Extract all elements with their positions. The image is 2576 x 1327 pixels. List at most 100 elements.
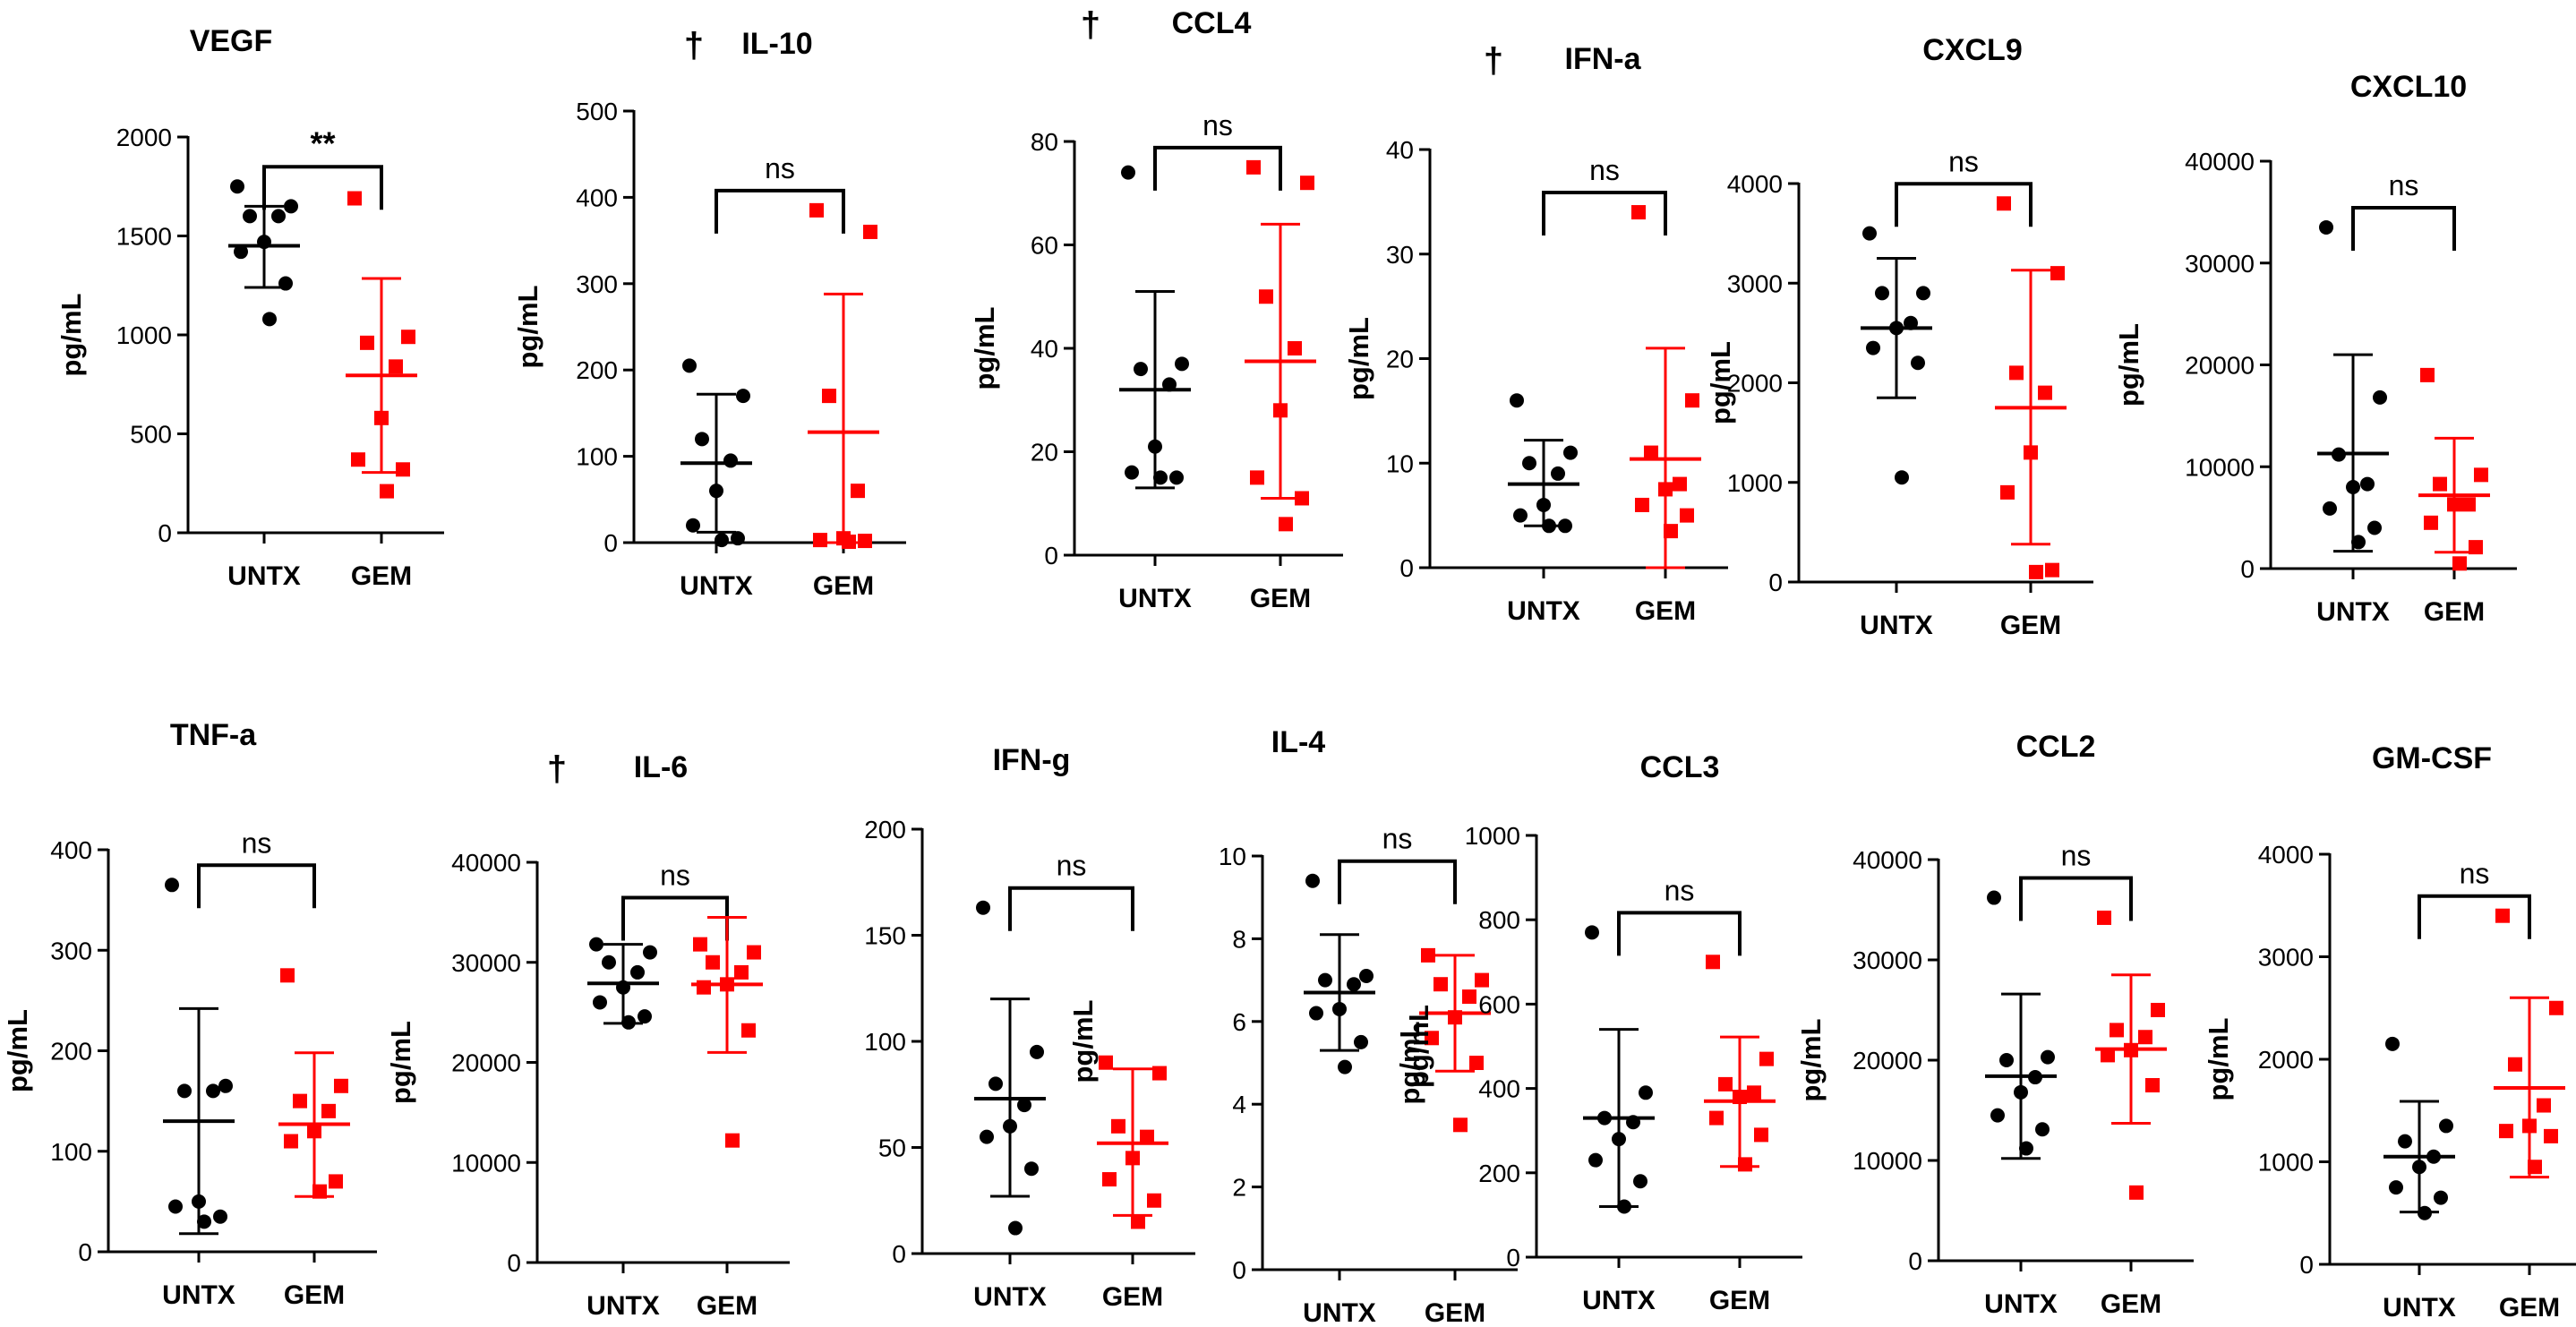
data-point-untx [1153, 470, 1168, 485]
data-point-gem [706, 955, 720, 970]
data-point-untx [1522, 456, 1536, 471]
significance-label: ns [1665, 874, 1695, 906]
significance-bracket [1542, 191, 1667, 236]
data-point-gem [697, 980, 711, 995]
data-point-gem [1279, 517, 1293, 532]
y-tick-label: 0 [1768, 569, 1783, 596]
data-point-gem [1709, 1110, 1724, 1126]
x-tick-label: UNTX [1984, 1289, 2058, 1319]
data-point-gem [2009, 365, 2024, 381]
data-point-untx [686, 518, 700, 533]
chart-panel-ccl4: CCL4 † 0 20 40 60 80 UNTX GEM pg/mL ns [969, 5, 1343, 613]
data-point-untx [602, 955, 616, 970]
y-axis-label: pg/mL [1795, 1019, 1827, 1102]
data-point-untx [1024, 1161, 1039, 1177]
data-point-untx [1536, 497, 1551, 512]
x-tick-label: GEM [2424, 597, 2485, 627]
data-point-untx [2389, 1180, 2403, 1195]
data-point-gem [1658, 482, 1673, 497]
chart-title: CXCL9 [1922, 33, 2022, 67]
series-gem [1245, 159, 1316, 532]
data-point-untx [1338, 1059, 1352, 1074]
data-point-untx [1916, 286, 1930, 301]
chart-panel-il-10: IL-10 † 0 100 200 300 400 500 UNTX GEM pg/mL ns [512, 26, 906, 601]
data-point-gem [2420, 367, 2435, 382]
data-point-gem [1259, 289, 1273, 304]
data-point-untx [165, 878, 179, 893]
y-axis-label: pg/mL [385, 1021, 416, 1104]
data-point-gem [2129, 1185, 2144, 1200]
data-point-untx [2035, 1122, 2050, 1137]
y-tick-label: 40000 [2185, 148, 2255, 176]
y-tick-label: 10000 [2185, 453, 2255, 481]
x-tick-label: GEM [1709, 1286, 1770, 1315]
data-point-gem [2024, 445, 2038, 460]
data-point-untx [1551, 466, 1565, 481]
data-point-untx [2398, 1134, 2412, 1149]
data-point-untx [1354, 1034, 1368, 1049]
y-tick-label: 4000 [1727, 170, 1783, 198]
data-point-untx [1162, 377, 1177, 392]
x-tick-label: UNTX [586, 1291, 660, 1321]
significance-bracket [1008, 886, 1134, 931]
chart-panel-gm-csf: GM-CSF 0 1000 2000 3000 4000 UNTX GEM pg/mL ns [2203, 741, 2576, 1323]
data-point-gem [822, 389, 836, 404]
data-point-untx [2412, 1160, 2426, 1175]
data-point-untx [1895, 470, 1909, 485]
data-point-untx [213, 1209, 227, 1224]
data-point-gem [725, 1133, 740, 1148]
data-point-untx [2028, 1070, 2042, 1085]
y-tick-label: 10 [1386, 449, 1414, 477]
x-tick-label: UNTX [162, 1280, 235, 1310]
data-point-untx [2019, 1141, 2033, 1156]
x-tick-label: GEM [351, 561, 412, 591]
data-point-gem [1997, 196, 2011, 211]
y-axis-label: pg/mL [512, 286, 543, 369]
data-point-gem [2050, 266, 2065, 281]
data-point-untx [218, 1078, 233, 1093]
data-point-untx [988, 1076, 1003, 1092]
data-point-gem [851, 484, 865, 499]
y-tick-label: 30000 [2185, 250, 2255, 278]
x-tick-label: UNTX [2383, 1293, 2456, 1323]
data-point-gem [2145, 1078, 2160, 1092]
x-tick-label: GEM [813, 571, 874, 601]
data-point-gem [1475, 972, 1489, 988]
y-tick-label: 0 [603, 529, 618, 557]
significance-bracket [1895, 182, 2033, 227]
chart-panel-il-4: IL-4 0 2 4 6 8 10 UNTX GEM pg/mL ns [1219, 725, 1518, 1327]
data-point-gem [1733, 1090, 1747, 1105]
chart-title: VEGF [190, 24, 273, 58]
data-point-untx [1585, 925, 1599, 940]
series-untx [228, 179, 300, 327]
data-point-untx [1639, 1085, 1653, 1100]
data-point-untx [1597, 1110, 1612, 1126]
y-tick-label: 300 [576, 270, 618, 298]
data-point-untx [1332, 1001, 1347, 1016]
data-point-gem [1147, 1193, 1161, 1208]
chart-panel-ifn-a: IFN-a † 0 10 20 30 40 UNTX GEM pg/mL ns [1343, 41, 1728, 626]
data-point-untx [278, 276, 293, 291]
x-tick-label: UNTX [1303, 1298, 1376, 1327]
x-tick-label: UNTX [1118, 584, 1192, 613]
data-point-gem [2110, 1023, 2124, 1038]
dagger-marker: † [1081, 5, 1100, 45]
chart-panel-il-6: IL-6 † 0 10000 20000 30000 40000 UNTX GEM pg/mL ns [385, 749, 790, 1321]
y-tick-label: 3000 [2258, 944, 2314, 972]
data-point-untx [2041, 1049, 2055, 1065]
y-tick-label: 100 [576, 443, 618, 471]
data-point-untx [715, 533, 729, 548]
y-axis-label: pg/mL [2, 1009, 33, 1092]
data-point-untx [1003, 1118, 1017, 1134]
data-point-gem [1099, 1055, 1113, 1070]
x-tick-label: GEM [1102, 1282, 1163, 1312]
data-point-untx [1542, 518, 1556, 534]
series-untx [680, 358, 752, 548]
y-axis-label: pg/mL [1705, 341, 1736, 424]
significance-bracket [2019, 876, 2133, 921]
data-point-untx [234, 244, 248, 260]
y-tick-label: 1000 [1727, 469, 1783, 497]
x-tick-label: GEM [2101, 1289, 2161, 1319]
data-point-untx [1305, 873, 1320, 888]
